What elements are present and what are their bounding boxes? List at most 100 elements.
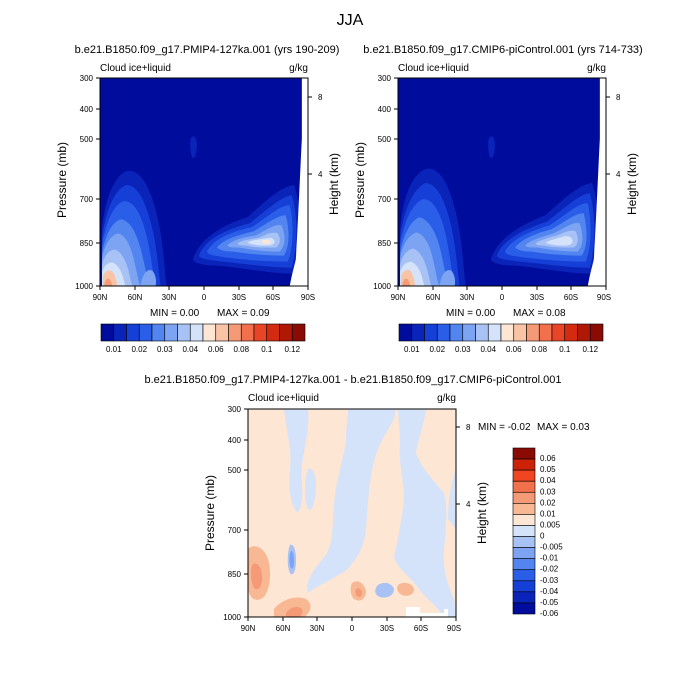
- colorbar-swatch: [113, 323, 127, 342]
- colorbar-label: 0.05: [540, 465, 556, 474]
- x-axis: 90N 60N 30N 0 30S 60S 90S: [93, 286, 315, 302]
- y-tick-label: 1000: [75, 282, 93, 291]
- colorbar-swatch: [538, 323, 553, 342]
- colorbar-label: -0.02: [540, 565, 559, 574]
- x-tick-label: 30S: [380, 624, 394, 633]
- y-tick-label: 700: [378, 195, 392, 204]
- diff-contour: [355, 588, 362, 597]
- colorbar-swatch: [512, 469, 536, 482]
- colorbar-swatch: [512, 503, 536, 515]
- colorbar-label: 0: [540, 532, 545, 541]
- colorbar-swatch: [189, 323, 204, 342]
- diff-contour: [305, 468, 316, 510]
- colorbar-label: -0.01: [540, 554, 559, 563]
- y-right-tick-label: 8: [318, 93, 323, 102]
- diff-contour: [375, 582, 394, 598]
- colorbar-swatch: [164, 323, 178, 342]
- colorbar-label: 0.02: [131, 345, 147, 354]
- y-tick-label: 400: [228, 436, 242, 445]
- panel-top-left: b.e21.B1850.f09_g17.PMIP4-127ka.001 (yrs…: [55, 44, 341, 354]
- colorbar-label: 0.1: [559, 345, 571, 354]
- x-tick-label: 30N: [162, 293, 177, 302]
- y-right-axis-label: Height (km): [625, 153, 639, 215]
- colorbar-swatch: [577, 323, 591, 342]
- colorbar-swatch: [512, 480, 536, 493]
- colorbar-label: 0.08: [233, 345, 249, 354]
- colorbar-label: 0.03: [455, 345, 471, 354]
- colorbar-swatch: [487, 323, 502, 342]
- x-axis: 90N 60N 30N 0 30S 60S 90S: [241, 617, 461, 633]
- colorbar-swatch: [589, 323, 604, 342]
- y-right-tick-label: 8: [616, 93, 621, 102]
- cloud-contour: [104, 278, 113, 286]
- y-tick-label: 850: [228, 570, 242, 579]
- colorbar-swatch: [279, 323, 293, 342]
- diff-contour: [284, 409, 309, 513]
- panel-top-right: b.e21.B1850.f09_g17.CMIP6-piControl.001 …: [353, 44, 643, 354]
- y-tick-label: 700: [228, 526, 242, 535]
- x-tick-label: 90N: [93, 293, 108, 302]
- colorbar-swatch: [512, 447, 536, 460]
- colorbar-swatch: [512, 569, 536, 582]
- y-tick-label: 300: [228, 405, 242, 414]
- colorbar-swatch: [449, 323, 464, 342]
- colorbar-swatch: [138, 323, 153, 342]
- colorbar-label: 0.06: [208, 345, 224, 354]
- colorbar-swatch: [512, 458, 536, 471]
- x-tick-label: 30S: [530, 293, 544, 302]
- colorbar-swatch: [240, 323, 255, 342]
- variable-label: Cloud ice+liquid: [100, 63, 171, 74]
- diff-contour: [286, 606, 303, 617]
- y-right-axis-label: Height (km): [327, 153, 341, 215]
- diff-contour: [397, 582, 414, 596]
- colorbar-label: -0.06: [540, 609, 559, 618]
- colorbar-swatch: [512, 491, 536, 504]
- colorbar-label: 0.03: [157, 345, 173, 354]
- max-label: MAX = 0.09: [217, 308, 270, 319]
- colorbar-difference: 0.06 0.05 0.04 0.03 0.02 0.01 0.005 0 -0.005 -0.0…: [512, 447, 563, 618]
- colorbar-swatch: [512, 602, 536, 615]
- y-axis: 300 400 500 700 850 1000 Pressure (mb): [353, 74, 398, 291]
- y-tick-label: 300: [378, 74, 392, 83]
- x-tick-label: 0: [202, 293, 207, 302]
- colorbar-swatch: [151, 323, 166, 342]
- y-tick-label: 850: [378, 239, 392, 248]
- colorbar-swatch: [202, 323, 217, 342]
- colorbar-label: 0.005: [540, 520, 561, 529]
- colorbar-swatch: [291, 323, 306, 342]
- x-tick-label: 60N: [128, 293, 143, 302]
- x-tick-label: 90S: [447, 624, 461, 633]
- colorbar-label: 0.02: [540, 498, 556, 507]
- colorbar-swatch: [475, 323, 489, 342]
- colorbar-label: 0.01: [404, 345, 420, 354]
- colorbar-swatch: [512, 536, 536, 548]
- colorbar-swatch: [564, 323, 578, 342]
- y-tick-label: 1000: [223, 613, 241, 622]
- colorbar-swatch: [526, 323, 540, 342]
- colorbar-swatch: [253, 323, 268, 342]
- min-label: MIN = -0.02: [478, 422, 531, 433]
- colorbar-top-left: 0.01 0.02 0.03 0.04 0.06 0.08 0.1 0.12: [100, 323, 306, 354]
- x-tick-label: 90N: [391, 293, 406, 302]
- x-tick-label: 0: [500, 293, 505, 302]
- variable-label: Cloud ice+liquid: [398, 63, 469, 74]
- cloud-contour: [488, 136, 495, 158]
- colorbar-label: -0.05: [540, 598, 559, 607]
- colorbar-label: 0.01: [106, 345, 122, 354]
- units-label: g/kg: [437, 393, 456, 404]
- colorbar-label: 0.1: [261, 345, 273, 354]
- x-tick-label: 90N: [241, 624, 256, 633]
- y-tick-label: 400: [80, 105, 94, 114]
- diff-contour: [448, 469, 456, 529]
- units-label: g/kg: [587, 63, 606, 74]
- x-tick-label: 30S: [232, 293, 246, 302]
- y-axis-right: 8 4 Height (km): [606, 93, 639, 215]
- colorbar-swatch: [512, 525, 536, 537]
- colorbar-label: -0.005: [540, 543, 563, 552]
- colorbar-label: 0.12: [284, 345, 300, 354]
- colorbar-label: 0.01: [540, 509, 556, 518]
- colorbar-label: -0.03: [540, 576, 559, 585]
- cloud-contour: [261, 239, 271, 244]
- colorbar-swatch: [215, 323, 229, 342]
